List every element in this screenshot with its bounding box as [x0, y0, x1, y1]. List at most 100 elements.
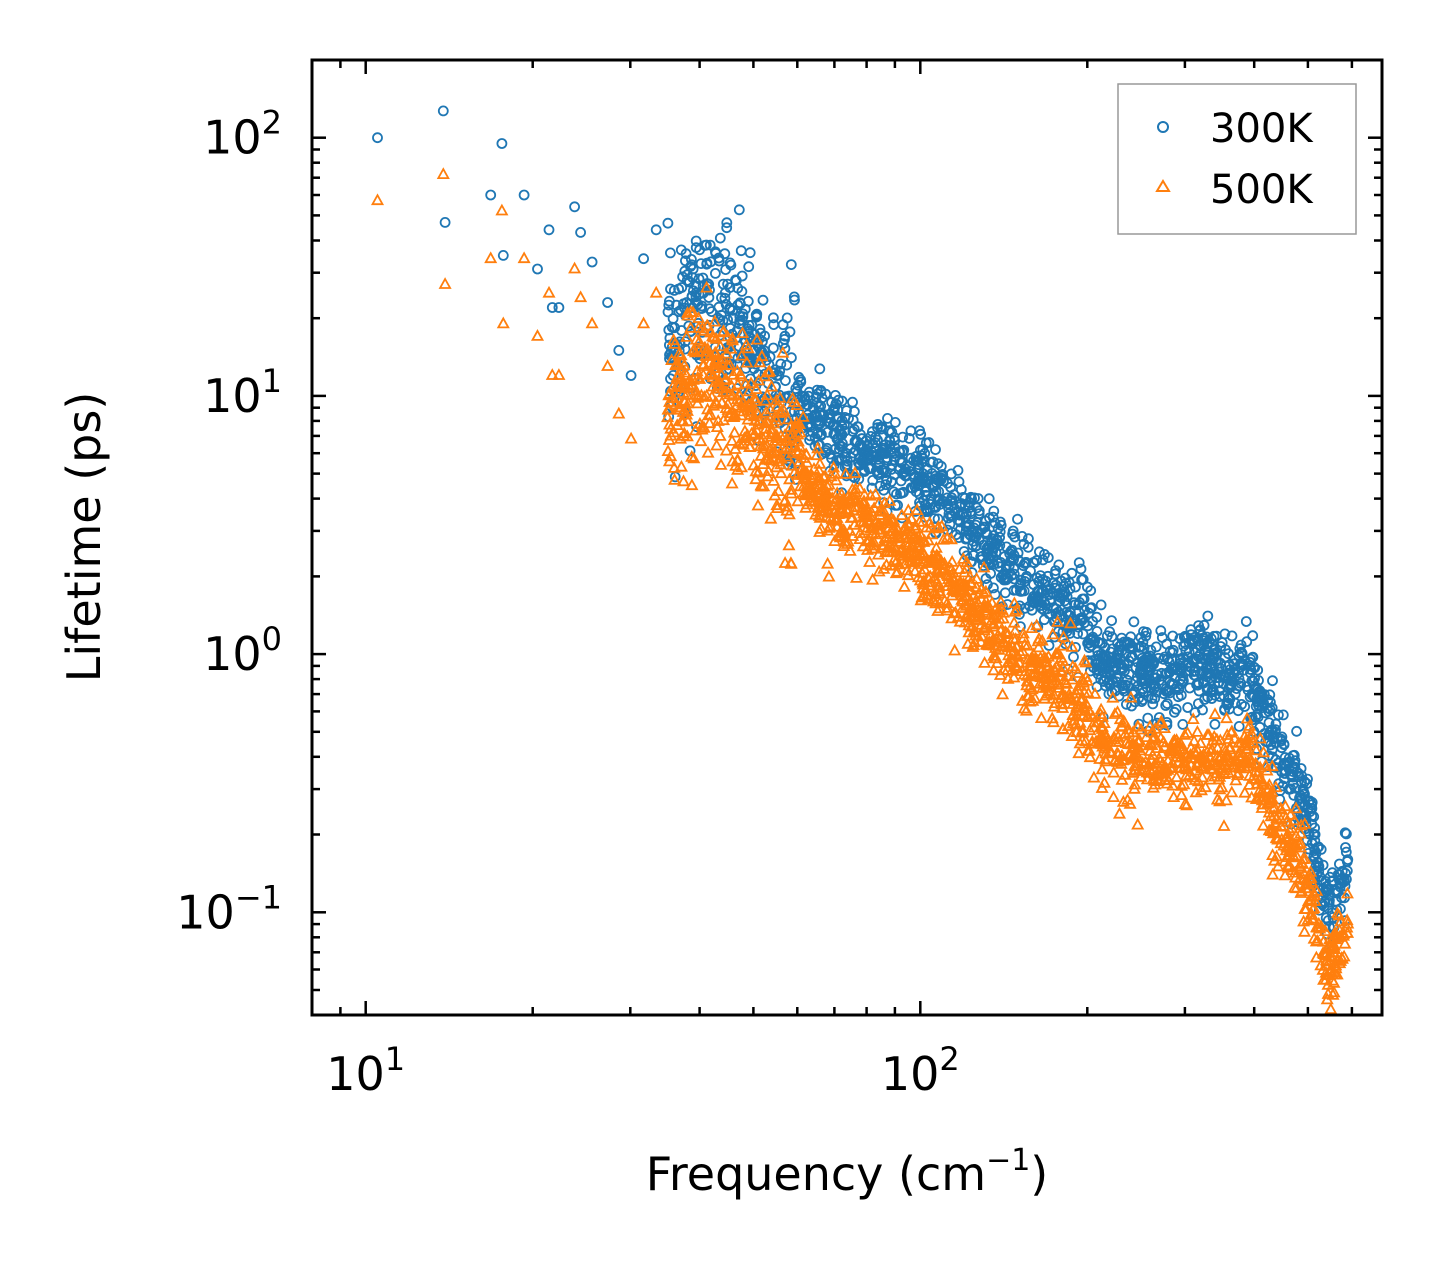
point-300k	[945, 468, 957, 480]
point-500k	[711, 381, 725, 394]
point-300k	[1323, 897, 1335, 908]
point-500k	[843, 491, 857, 504]
point-500k	[1156, 735, 1170, 748]
point-500k	[711, 375, 725, 388]
point-300k	[843, 412, 854, 424]
point-500k	[1208, 707, 1222, 719]
point-500k	[996, 687, 1010, 700]
point-500k	[1030, 618, 1044, 631]
point-500k	[810, 448, 824, 461]
point-300k	[1094, 638, 1106, 649]
point-300k	[971, 502, 983, 514]
point-500k	[1007, 670, 1021, 683]
point-300k	[734, 297, 746, 309]
point-500k	[880, 512, 894, 525]
point-300k	[954, 516, 966, 528]
point-300k	[897, 468, 908, 480]
point-500k	[993, 668, 1007, 680]
point-500k	[900, 563, 914, 576]
point-500k	[758, 369, 772, 382]
point-500k	[897, 527, 911, 540]
point-300k	[602, 297, 613, 308]
point-500k	[709, 396, 723, 409]
point-500k	[601, 359, 615, 371]
point-500k	[1289, 838, 1303, 851]
point-500k	[708, 314, 722, 327]
point-300k	[1012, 513, 1023, 525]
point-500k	[1232, 736, 1246, 748]
point-500k	[987, 663, 1001, 676]
point-500k	[1134, 770, 1148, 782]
point-500k	[1073, 716, 1087, 728]
point-500k	[782, 441, 796, 454]
point-500k	[918, 562, 932, 575]
point-500k	[1116, 795, 1130, 807]
point-300k	[1231, 683, 1242, 694]
point-300k	[1161, 698, 1173, 709]
point-300k	[850, 435, 862, 447]
point-300k	[920, 481, 932, 493]
point-500k	[1306, 902, 1320, 915]
point-500k	[887, 539, 901, 552]
point-500k	[495, 203, 509, 216]
point-300k	[802, 399, 814, 411]
point-300k	[673, 306, 685, 318]
point-300k	[703, 292, 715, 303]
point-500k	[1109, 752, 1123, 765]
point-300k	[710, 267, 721, 279]
point-500k	[901, 547, 915, 560]
point-500k	[1114, 719, 1128, 731]
point-500k	[1218, 763, 1232, 776]
point-300k	[1289, 782, 1301, 794]
point-500k	[974, 635, 988, 647]
point-500k	[1243, 719, 1257, 731]
point-500k	[1340, 913, 1354, 926]
point-500k	[948, 643, 962, 656]
point-500k	[1169, 746, 1183, 759]
point-500k	[684, 305, 698, 317]
point-300k	[1106, 615, 1117, 626]
point-300k	[1037, 554, 1049, 566]
point-300k	[1150, 641, 1162, 653]
point-500k	[747, 426, 762, 439]
point-300k	[1106, 631, 1118, 643]
point-500k	[944, 532, 958, 545]
point-500k	[829, 473, 843, 486]
point-300k	[995, 572, 1007, 583]
point-500k	[1298, 851, 1312, 864]
point-500k	[1191, 755, 1205, 768]
point-500k	[907, 549, 922, 562]
point-500k	[1256, 745, 1271, 758]
point-500k	[1008, 604, 1022, 617]
point-300k	[1193, 698, 1204, 709]
point-300k	[891, 488, 902, 500]
point-500k	[1134, 722, 1148, 735]
points-layer	[370, 105, 1355, 1015]
point-500k	[855, 501, 869, 514]
point-500k	[1228, 757, 1242, 770]
point-300k	[1341, 828, 1352, 840]
point-500k	[1232, 745, 1246, 758]
point-300k	[1140, 630, 1152, 642]
point-500k	[713, 429, 727, 441]
point-500k	[1281, 831, 1296, 844]
point-500k	[1095, 737, 1109, 749]
point-500k	[937, 556, 952, 569]
point-300k	[1177, 719, 1189, 730]
point-300k	[1147, 698, 1159, 710]
point-500k	[996, 611, 1010, 624]
point-500k	[663, 395, 677, 407]
point-500k	[436, 167, 450, 179]
point-500k	[662, 433, 676, 445]
point-500k	[1340, 886, 1354, 899]
point-300k	[1167, 647, 1178, 659]
point-300k	[1235, 661, 1247, 673]
point-500k	[761, 469, 775, 482]
point-300k	[1261, 702, 1273, 714]
point-500k	[821, 556, 835, 569]
point-500k	[924, 520, 938, 533]
point-500k	[770, 501, 784, 513]
point-300k	[1070, 581, 1081, 593]
point-300k	[982, 529, 993, 540]
point-300k	[1090, 653, 1102, 665]
